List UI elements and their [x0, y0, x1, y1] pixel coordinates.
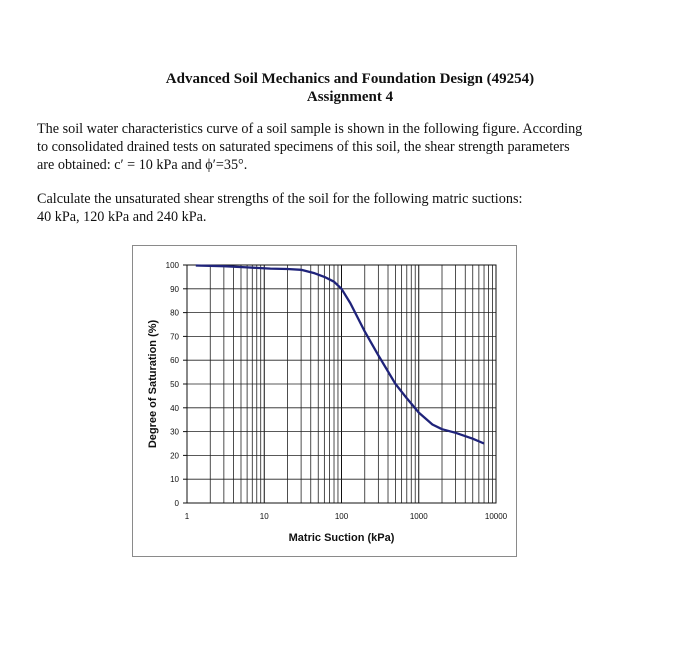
x-tick-label: 1000 [410, 512, 428, 521]
y-tick-label: 0 [175, 499, 180, 508]
x-tick-label: 10000 [485, 512, 508, 521]
task-line-2: 40 kPa, 120 kPa and 240 kPa. [37, 209, 207, 225]
y-tick-label: 80 [170, 309, 179, 318]
document-title: Advanced Soil Mechanics and Foundation D… [165, 71, 535, 87]
figure-frame: 1 10 100 1000 10000 0 10 20 30 40 50 60 70 80 90 100 Mat… [132, 245, 517, 557]
task-statement: Calculate the unsaturated shear strength… [37, 190, 637, 226]
swcc-series-line [195, 264, 485, 445]
y-tick-label: 70 [170, 332, 179, 341]
problem-line-1: The soil water characteristics curve of … [37, 121, 583, 137]
x-axis-label: Matric Suction (kPa) [289, 532, 395, 544]
y-tick-label: 30 [170, 428, 179, 437]
y-tick-label: 60 [170, 356, 179, 365]
problem-line-2: to consolidated drained tests on saturat… [37, 139, 570, 155]
axis-layer [183, 264, 497, 504]
y-tick-label: 50 [170, 380, 179, 389]
y-tick-label: 90 [170, 285, 179, 294]
swcc-chart: 1 10 100 1000 10000 0 10 20 30 40 50 60 70 80 90 100 Mat… [147, 261, 508, 544]
x-tick-label: 10 [260, 512, 269, 521]
label-layer: 1 10 100 1000 10000 0 10 20 30 40 50 60 70 80 90 100 Mat… [147, 261, 508, 544]
task-line-1: Calculate the unsaturated shear strength… [37, 191, 523, 207]
x-tick-label: 1 [185, 512, 190, 521]
y-tick-label: 20 [170, 451, 179, 460]
assignment-title: Assignment 4 [306, 89, 394, 105]
grid-layer [186, 264, 497, 504]
problem-statement: The soil water characteristics curve of … [37, 120, 637, 174]
y-tick-label: 100 [166, 261, 180, 270]
x-tick-label: 100 [335, 512, 349, 521]
y-tick-label: 10 [170, 475, 179, 484]
problem-line-3: are obtained: c′ = 10 kPa and ϕ′=35°. [37, 157, 248, 173]
y-axis-label: Degree of Saturation (%) [147, 319, 159, 448]
series-layer [195, 264, 485, 445]
y-tick-label: 40 [170, 404, 179, 413]
